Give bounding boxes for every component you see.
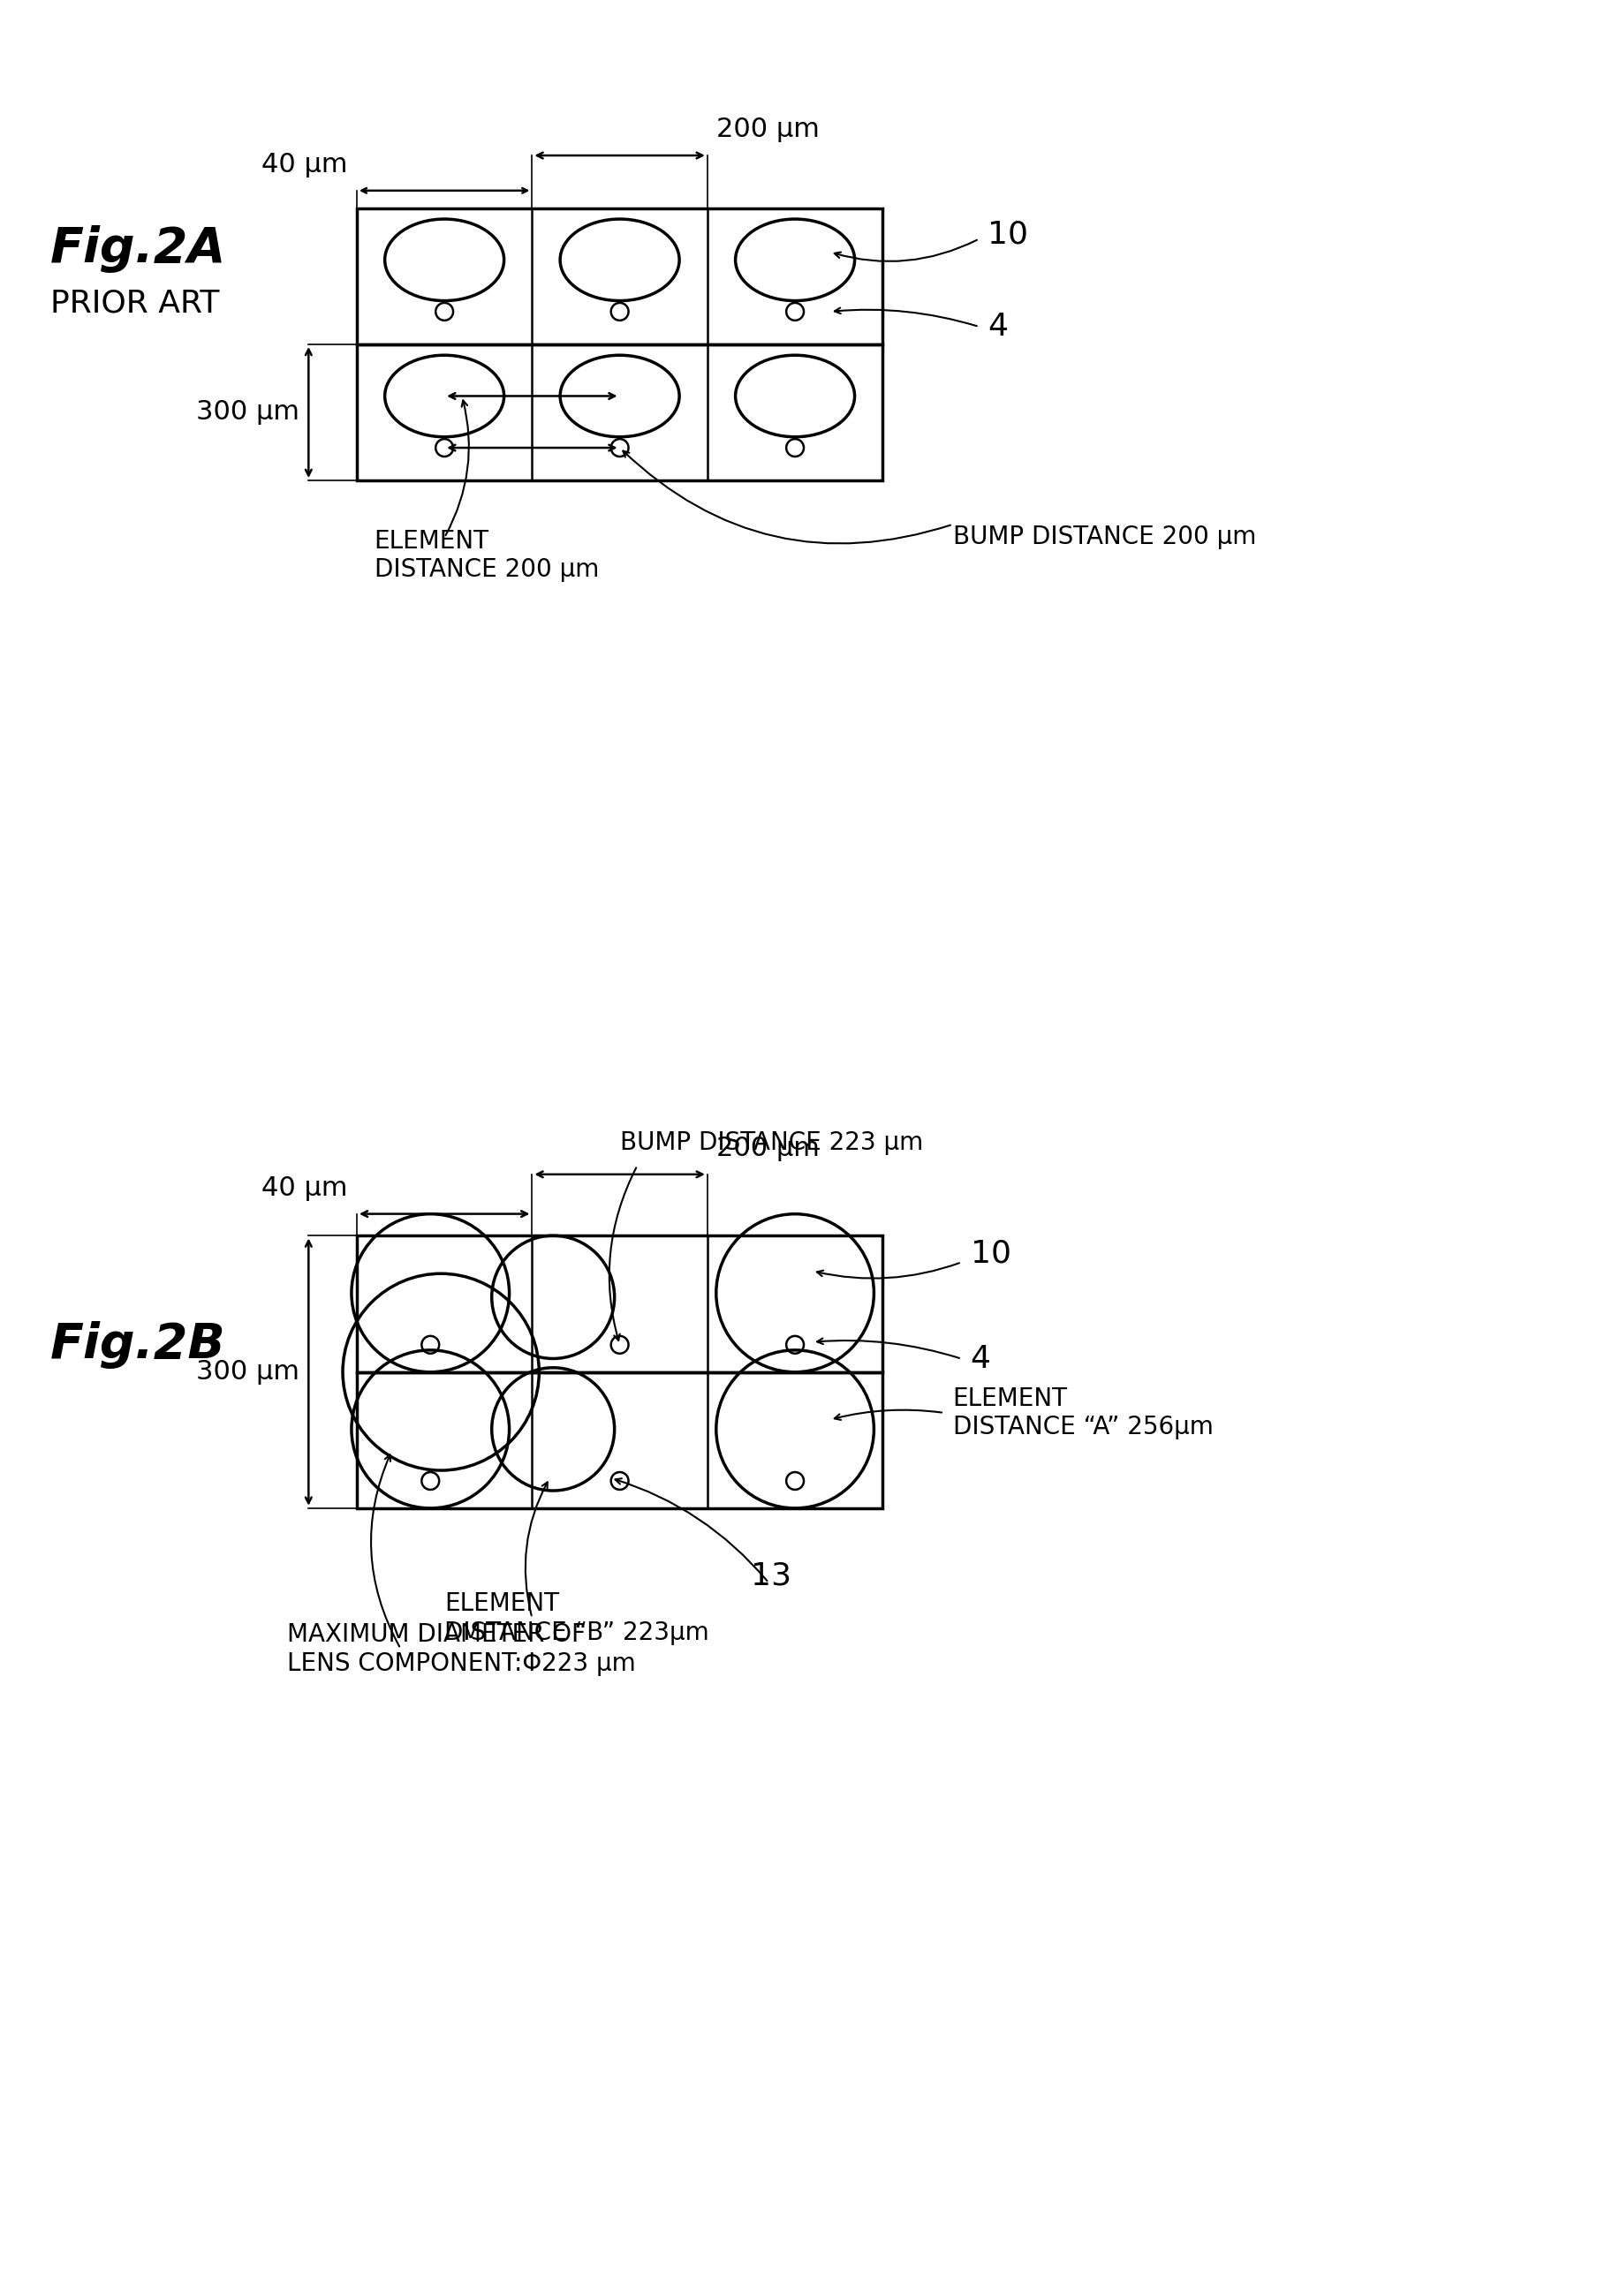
Bar <box>356 1235 883 1373</box>
Text: 4: 4 <box>970 1343 991 1373</box>
Text: ELEMENT
DISTANCE “B” 223μm: ELEMENT DISTANCE “B” 223μm <box>445 1591 709 1644</box>
Text: ELEMENT
DISTANCE 200 μm: ELEMENT DISTANCE 200 μm <box>374 528 600 583</box>
Text: 300 μm: 300 μm <box>197 400 300 425</box>
Text: 13: 13 <box>751 1561 791 1591</box>
Text: 200 μm: 200 μm <box>716 117 819 142</box>
Text: BUMP DISTANCE 200 μm: BUMP DISTANCE 200 μm <box>953 523 1256 549</box>
Bar <box>356 344 883 480</box>
Text: BUMP DISTANCE 223 μm: BUMP DISTANCE 223 μm <box>619 1130 924 1155</box>
Text: 40 μm: 40 μm <box>261 152 348 177</box>
Text: MAXIMUM DIAMETER OF
LENS COMPONENT:Φ223 μm: MAXIMUM DIAMETER OF LENS COMPONENT:Φ223 … <box>287 1623 635 1676</box>
Text: PRIOR ART: PRIOR ART <box>50 289 219 319</box>
Text: Fig.2B: Fig.2B <box>50 1320 226 1368</box>
Text: ELEMENT
DISTANCE “A” 256μm: ELEMENT DISTANCE “A” 256μm <box>953 1387 1214 1440</box>
Text: 200 μm: 200 μm <box>716 1137 819 1162</box>
Text: Fig.2A: Fig.2A <box>50 225 226 273</box>
Text: 40 μm: 40 μm <box>261 1176 348 1201</box>
Bar <box>356 209 883 344</box>
Text: 300 μm: 300 μm <box>197 1359 300 1384</box>
Text: 10: 10 <box>988 220 1028 250</box>
Bar <box>356 1373 883 1508</box>
Text: 4: 4 <box>988 312 1007 342</box>
Text: 10: 10 <box>970 1238 1011 1267</box>
